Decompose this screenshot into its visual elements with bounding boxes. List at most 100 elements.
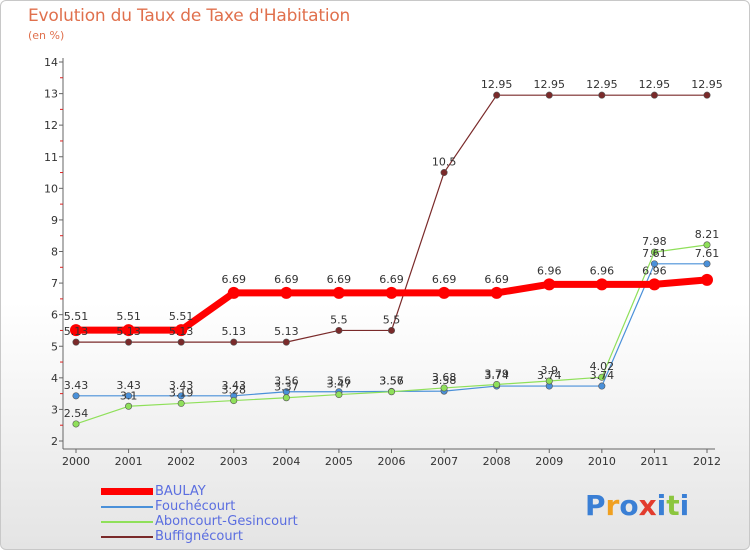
series-point-3 — [335, 326, 343, 334]
data-label-1: 3.74 — [537, 369, 562, 382]
legend-swatch-1 — [101, 506, 153, 508]
series-point-0 — [438, 286, 451, 299]
series-point-3 — [440, 169, 448, 177]
series-point-0 — [280, 286, 293, 299]
series-point-0 — [175, 324, 188, 337]
x-tick-label: 2005 — [325, 455, 353, 468]
y-tick-label: 7 — [51, 277, 58, 290]
y-tick-label: 6 — [51, 309, 58, 322]
series-point-1 — [703, 260, 711, 268]
series-point-1 — [177, 392, 185, 400]
series-point-3 — [703, 91, 711, 99]
logo-letter: o — [619, 489, 639, 522]
x-tick-label: 2012 — [693, 455, 721, 468]
series-point-3 — [387, 326, 395, 334]
data-label-2: 3.37 — [274, 381, 299, 394]
data-label-0: 6.96 — [537, 264, 562, 277]
series-line-3 — [76, 94, 707, 343]
series-point-1 — [598, 382, 606, 390]
series-point-1 — [72, 392, 80, 400]
series-point-3 — [598, 91, 606, 99]
series-point-0 — [70, 324, 82, 337]
legend-swatch-2 — [101, 521, 153, 523]
series-point-2 — [598, 373, 606, 381]
data-label-2: 3.56 — [379, 375, 404, 388]
series-point-0 — [543, 278, 556, 291]
series-point-0 — [122, 324, 135, 337]
data-label-3: 12.95 — [586, 78, 618, 91]
series-point-0 — [595, 278, 608, 291]
x-tick-label: 2009 — [535, 455, 563, 468]
series-point-2 — [703, 241, 711, 249]
legend-label-1: Fouchécourt — [155, 499, 236, 514]
y-tick-label: 4 — [51, 372, 58, 385]
data-label-2: 2.54 — [64, 407, 89, 420]
y-tick-label: 3 — [51, 403, 58, 416]
y-tick-label: 10 — [44, 182, 58, 195]
data-label-1: 3.43 — [64, 379, 89, 392]
series-point-3 — [230, 338, 238, 346]
x-tick-label: 2008 — [483, 455, 511, 468]
series-point-2 — [440, 384, 448, 392]
series-point-2 — [72, 420, 80, 428]
data-label-0: 6.69 — [484, 273, 509, 286]
logo-letter: i — [656, 489, 667, 522]
data-label-3: 5.5 — [330, 313, 348, 326]
data-label-2: 3.28 — [222, 384, 247, 397]
y-tick-label: 12 — [44, 119, 58, 132]
data-label-3: 12.95 — [639, 78, 671, 91]
data-label-0: 5.51 — [64, 310, 89, 323]
data-label-3: 12.95 — [534, 78, 566, 91]
x-tick-label: 2003 — [220, 455, 248, 468]
chart-data-labels: 5.51 5.51 5.51 6.69 6.69 6.69 6.69 6.69 6.69 6.96… — [64, 78, 723, 420]
chart-series-lines — [70, 91, 713, 428]
data-label-3: 5.5 — [383, 313, 401, 326]
legend-swatch-0 — [101, 488, 153, 495]
x-tick-label: 2004 — [272, 455, 300, 468]
series-point-2 — [125, 402, 133, 410]
series-point-0 — [490, 286, 503, 299]
data-label-3: 12.95 — [691, 78, 723, 91]
series-point-2 — [387, 388, 395, 396]
y-tick-label: 5 — [51, 340, 58, 353]
legend-label-0: BAULAY — [155, 484, 206, 499]
series-point-0 — [648, 278, 661, 291]
series-point-3 — [650, 91, 658, 99]
data-label-2: 3.68 — [432, 371, 457, 384]
x-tick-label: 2011 — [640, 455, 668, 468]
series-point-0 — [332, 286, 345, 299]
x-tick-label: 2002 — [167, 455, 195, 468]
series-point-2 — [335, 391, 343, 399]
series-point-1 — [125, 392, 133, 400]
data-label-3: 5.13 — [222, 325, 247, 338]
data-label-1: 3.56 — [274, 375, 299, 388]
data-label-3: 5.13 — [64, 325, 89, 338]
x-tick-label: 2010 — [588, 455, 616, 468]
x-tick-label: 2007 — [430, 455, 458, 468]
series-point-3 — [125, 338, 133, 346]
data-label-2: 3.9 — [541, 364, 559, 377]
y-tick-label: 13 — [44, 88, 58, 101]
data-label-2: 4.02 — [590, 360, 615, 373]
data-label-0: 6.69 — [222, 273, 247, 286]
data-label-3: 5.13 — [116, 325, 141, 338]
series-point-0 — [385, 286, 398, 299]
data-label-0: 6.69 — [327, 273, 352, 286]
data-label-2: 3.19 — [169, 386, 194, 399]
data-label-3: 10.5 — [432, 156, 457, 169]
proxiti-logo: Proxiti — [585, 489, 689, 522]
data-label-0: 5.51 — [169, 310, 194, 323]
data-label-2: 3.47 — [327, 378, 352, 391]
data-label-0: 6.96 — [642, 264, 667, 277]
data-label-1: 3.74 — [590, 369, 615, 382]
data-label-2: 3.1 — [120, 389, 138, 402]
chart-title: Evolution du Taux de Taxe d'Habitation — [28, 6, 351, 26]
y-tick-label: 11 — [44, 151, 58, 164]
series-point-2 — [545, 377, 553, 385]
data-label-1: 7.61 — [695, 247, 720, 260]
series-point-3 — [72, 338, 80, 346]
data-label-1: 3.43 — [169, 379, 194, 392]
series-point-2 — [177, 399, 185, 407]
